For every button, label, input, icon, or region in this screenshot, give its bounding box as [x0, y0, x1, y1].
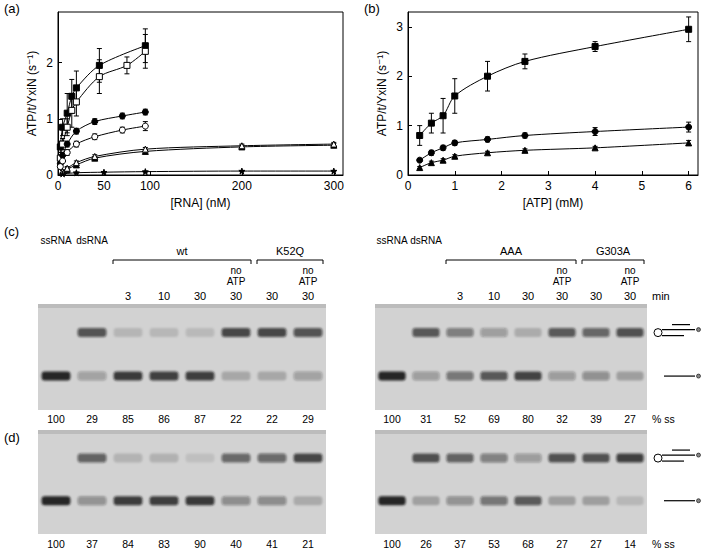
svg-text:(b): (b) — [364, 1, 380, 16]
svg-text:ATP/t/YxiN (s⁻¹): ATP/t/YxiN (s⁻¹) — [25, 51, 39, 136]
svg-text:29: 29 — [302, 413, 314, 425]
svg-text:1: 1 — [451, 179, 458, 193]
svg-text:200: 200 — [232, 179, 252, 193]
svg-text:ATP: ATP — [621, 276, 640, 287]
svg-text:% ss: % ss — [652, 538, 675, 550]
svg-text:4: 4 — [592, 179, 599, 193]
svg-text:30: 30 — [194, 290, 206, 302]
svg-text:68: 68 — [522, 538, 534, 550]
svg-text:dsRNA: dsRNA — [76, 235, 108, 246]
svg-text:[RNA] (nM): [RNA] (nM) — [171, 196, 231, 210]
svg-text:85: 85 — [122, 413, 134, 425]
svg-text:80: 80 — [522, 413, 534, 425]
svg-text:37: 37 — [454, 538, 466, 550]
svg-text:6: 6 — [685, 179, 692, 193]
svg-text:30: 30 — [556, 290, 568, 302]
svg-text:100: 100 — [140, 179, 160, 193]
svg-text:87: 87 — [194, 413, 206, 425]
svg-text:22: 22 — [266, 413, 278, 425]
svg-text:27: 27 — [624, 413, 636, 425]
svg-text:100: 100 — [383, 413, 401, 425]
svg-text:53: 53 — [488, 538, 500, 550]
svg-text:ATP: ATP — [299, 276, 318, 287]
svg-text:30: 30 — [522, 290, 534, 302]
svg-text:ATP: ATP — [227, 276, 246, 287]
svg-text:3: 3 — [545, 179, 552, 193]
svg-text:84: 84 — [122, 538, 134, 550]
svg-text:0: 0 — [396, 168, 403, 182]
svg-text:39: 39 — [590, 413, 602, 425]
svg-text:22: 22 — [230, 413, 242, 425]
svg-text:37: 37 — [86, 538, 98, 550]
svg-text:no: no — [302, 265, 314, 276]
svg-text:0: 0 — [405, 179, 412, 193]
svg-text:no: no — [230, 265, 242, 276]
svg-text:ATP: ATP — [553, 276, 572, 287]
svg-text:30: 30 — [302, 290, 314, 302]
svg-text:86: 86 — [158, 413, 170, 425]
svg-text:32: 32 — [556, 413, 568, 425]
svg-text:3: 3 — [125, 290, 131, 302]
svg-text:wt: wt — [176, 245, 188, 257]
svg-text:% ss: % ss — [652, 413, 675, 425]
svg-text:50: 50 — [97, 179, 111, 193]
svg-text:21: 21 — [302, 538, 314, 550]
svg-text:100: 100 — [47, 413, 65, 425]
svg-text:no: no — [556, 265, 568, 276]
svg-text:0: 0 — [46, 168, 53, 182]
svg-text:26: 26 — [420, 538, 432, 550]
svg-text:83: 83 — [158, 538, 170, 550]
svg-text:ATP/t/YxiN (s⁻¹): ATP/t/YxiN (s⁻¹) — [375, 51, 389, 136]
svg-text:10: 10 — [158, 290, 170, 302]
svg-text:100: 100 — [47, 538, 65, 550]
svg-text:31: 31 — [420, 413, 432, 425]
svg-text:41: 41 — [266, 538, 278, 550]
svg-text:40: 40 — [230, 538, 242, 550]
svg-text:K52Q: K52Q — [276, 245, 305, 257]
svg-text:3: 3 — [396, 20, 403, 34]
svg-text:14: 14 — [624, 538, 636, 550]
svg-text:2: 2 — [396, 69, 403, 83]
svg-text:27: 27 — [556, 538, 568, 550]
svg-text:G303A: G303A — [596, 245, 631, 257]
svg-text:29: 29 — [86, 413, 98, 425]
svg-text:AAA: AAA — [500, 245, 523, 257]
svg-text:[ATP] (mM): [ATP] (mM) — [523, 196, 583, 210]
svg-text:3: 3 — [457, 290, 463, 302]
svg-text:1: 1 — [396, 119, 403, 133]
svg-text:ssRNA: ssRNA — [40, 235, 71, 246]
svg-text:2: 2 — [46, 56, 53, 70]
svg-text:27: 27 — [590, 538, 602, 550]
svg-text:30: 30 — [624, 290, 636, 302]
svg-text:300: 300 — [324, 179, 344, 193]
svg-text:52: 52 — [454, 413, 466, 425]
svg-text:(c): (c) — [4, 224, 19, 239]
svg-text:90: 90 — [194, 538, 206, 550]
svg-text:5: 5 — [639, 179, 646, 193]
svg-text:1: 1 — [46, 112, 53, 126]
svg-text:dsRNA: dsRNA — [410, 235, 442, 246]
svg-text:100: 100 — [383, 538, 401, 550]
svg-text:30: 30 — [230, 290, 242, 302]
svg-text:ssRNA: ssRNA — [376, 235, 407, 246]
svg-text:min: min — [652, 290, 670, 302]
svg-text:no: no — [624, 265, 636, 276]
svg-text:30: 30 — [590, 290, 602, 302]
svg-text:10: 10 — [488, 290, 500, 302]
svg-text:69: 69 — [488, 413, 500, 425]
svg-text:30: 30 — [266, 290, 278, 302]
svg-text:(d): (d) — [4, 430, 20, 445]
svg-text:2: 2 — [498, 179, 505, 193]
svg-text:0: 0 — [55, 179, 62, 193]
svg-text:(a): (a) — [4, 1, 20, 16]
